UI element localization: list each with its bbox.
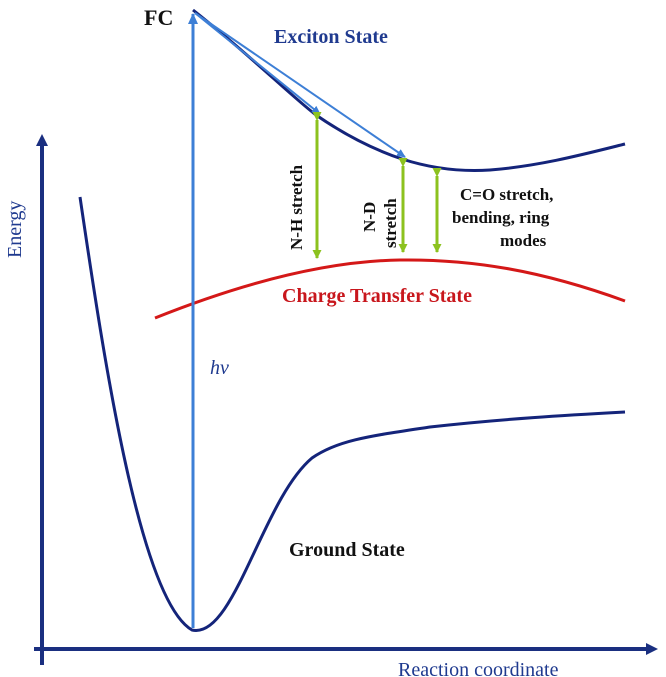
ground-state-curve <box>78 196 626 632</box>
nd-stretch-label-line2: stretch <box>381 198 400 248</box>
nd-stretch-label-line1: N-D <box>360 202 379 232</box>
exciton-state-label: Exciton State <box>274 26 388 48</box>
charge-transfer-curve <box>154 258 626 320</box>
co-modes-label-line3: modes <box>500 231 547 250</box>
relaxation-arrow-nh <box>194 12 321 115</box>
nh-stretch-label: N-H stretch <box>287 164 306 250</box>
ground-state-label: Ground State <box>289 539 405 561</box>
fc-label: FC <box>144 5 173 30</box>
reaction-coordinate-label: Reaction coordinate <box>398 659 559 677</box>
energy-axis-label: Energy <box>4 201 26 258</box>
photon-label: hν <box>210 357 229 379</box>
exciton-state-curve <box>192 8 626 172</box>
co-modes-label-line2: bending, ring <box>452 208 550 227</box>
charge-transfer-label: Charge Transfer State <box>282 285 472 307</box>
co-modes-label-line1: C=O stretch, <box>460 185 553 204</box>
relaxation-arrow-nd <box>194 12 406 158</box>
